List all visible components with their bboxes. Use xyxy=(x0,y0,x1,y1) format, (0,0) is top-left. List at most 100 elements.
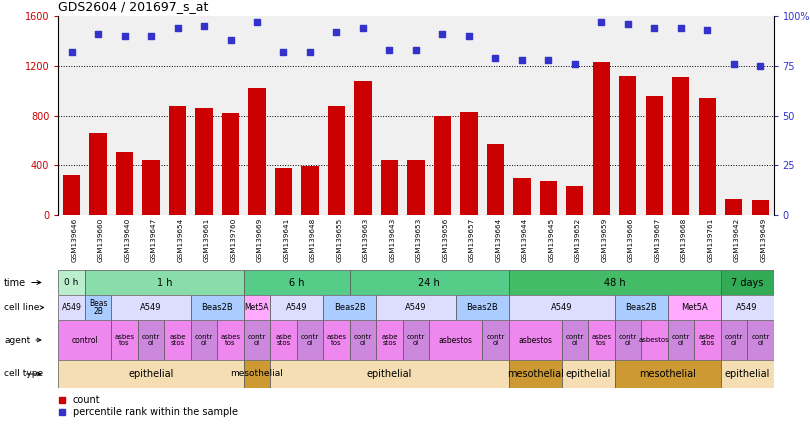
Text: GSM139668: GSM139668 xyxy=(681,218,687,262)
Point xyxy=(277,48,290,56)
Point xyxy=(542,56,555,63)
Bar xyxy=(588,320,615,360)
Text: GSM139659: GSM139659 xyxy=(601,218,608,262)
Bar xyxy=(381,160,398,215)
Text: asbes
tos: asbes tos xyxy=(220,334,241,346)
Text: GSM139645: GSM139645 xyxy=(548,218,554,262)
Bar xyxy=(143,160,160,215)
Bar xyxy=(116,151,133,215)
Bar xyxy=(195,108,212,215)
Text: asbe
stos: asbe stos xyxy=(275,334,292,346)
Point xyxy=(675,24,688,32)
Text: A549: A549 xyxy=(405,303,427,312)
Text: 24 h: 24 h xyxy=(418,278,440,288)
Point xyxy=(463,32,475,40)
Bar xyxy=(111,295,191,320)
Bar xyxy=(164,320,191,360)
Text: contr
ol: contr ol xyxy=(195,334,213,346)
Text: contr
ol: contr ol xyxy=(301,334,319,346)
Text: contr
ol: contr ol xyxy=(486,334,505,346)
Text: GSM139649: GSM139649 xyxy=(761,218,766,262)
Bar xyxy=(191,295,244,320)
Text: Met5A: Met5A xyxy=(245,303,269,312)
Text: A549: A549 xyxy=(551,303,573,312)
Text: GSM139652: GSM139652 xyxy=(575,218,581,262)
Point xyxy=(595,18,608,25)
Text: contr
ol: contr ol xyxy=(751,334,769,346)
Text: mesothelial: mesothelial xyxy=(507,369,564,379)
Text: mesothelial: mesothelial xyxy=(639,369,696,379)
Text: GSM139761: GSM139761 xyxy=(707,218,714,262)
Point xyxy=(330,28,343,36)
Bar xyxy=(509,270,721,295)
Text: asbes
tos: asbes tos xyxy=(114,334,134,346)
Bar xyxy=(667,295,721,320)
Bar xyxy=(615,360,721,388)
Bar xyxy=(403,320,429,360)
Bar xyxy=(328,106,345,215)
Bar xyxy=(63,175,80,215)
Text: GSM139663: GSM139663 xyxy=(363,218,369,262)
Bar xyxy=(296,320,323,360)
Text: A549: A549 xyxy=(62,303,82,312)
Bar xyxy=(376,295,456,320)
Bar xyxy=(429,320,482,360)
Bar xyxy=(620,75,637,215)
Text: Met5A: Met5A xyxy=(680,303,707,312)
Text: GSM139654: GSM139654 xyxy=(177,218,184,262)
Bar xyxy=(271,360,509,388)
Bar xyxy=(323,295,376,320)
Text: GSM139669: GSM139669 xyxy=(257,218,263,262)
Bar xyxy=(89,133,107,215)
Bar xyxy=(111,320,138,360)
Text: asbestos: asbestos xyxy=(639,337,670,343)
Text: GSM139760: GSM139760 xyxy=(231,218,237,262)
Text: contr
ol: contr ol xyxy=(354,334,372,346)
Bar xyxy=(667,320,694,360)
Text: GSM139661: GSM139661 xyxy=(204,218,210,262)
Bar xyxy=(725,199,743,215)
Text: GSM139643: GSM139643 xyxy=(390,218,395,262)
Text: GSM139656: GSM139656 xyxy=(442,218,449,262)
Bar xyxy=(58,360,244,388)
Bar xyxy=(721,360,774,388)
Text: Beas
2B: Beas 2B xyxy=(89,299,107,316)
Bar xyxy=(407,160,424,215)
Point xyxy=(727,60,740,67)
Text: asbestos: asbestos xyxy=(439,336,473,345)
Bar xyxy=(244,295,271,320)
Bar xyxy=(138,320,164,360)
Text: cell line: cell line xyxy=(4,303,44,312)
Bar xyxy=(350,320,376,360)
Bar xyxy=(217,320,244,360)
Text: GSM139653: GSM139653 xyxy=(416,218,422,262)
Bar xyxy=(271,320,296,360)
Point xyxy=(754,62,767,69)
Text: epithelial: epithelial xyxy=(128,369,173,379)
Text: GSM139667: GSM139667 xyxy=(654,218,660,262)
Bar xyxy=(699,98,716,215)
Bar xyxy=(244,360,271,388)
Text: GSM139666: GSM139666 xyxy=(628,218,634,262)
Text: 1 h: 1 h xyxy=(156,278,172,288)
Point xyxy=(383,46,396,53)
Bar xyxy=(323,320,350,360)
Point xyxy=(621,20,634,28)
Bar xyxy=(615,320,641,360)
Text: contr
ol: contr ol xyxy=(142,334,160,346)
Bar xyxy=(487,144,504,215)
Bar xyxy=(593,62,610,215)
Point xyxy=(144,32,157,40)
Point xyxy=(356,24,369,32)
Text: count: count xyxy=(73,395,100,405)
Text: GSM139642: GSM139642 xyxy=(734,218,740,262)
Text: A549: A549 xyxy=(286,303,308,312)
Bar xyxy=(456,295,509,320)
Bar xyxy=(694,320,721,360)
Point xyxy=(250,18,263,25)
Text: contr
ol: contr ol xyxy=(671,334,690,346)
Text: 6 h: 6 h xyxy=(289,278,305,288)
Bar xyxy=(244,320,271,360)
Point xyxy=(304,48,317,56)
Text: GSM139657: GSM139657 xyxy=(469,218,475,262)
